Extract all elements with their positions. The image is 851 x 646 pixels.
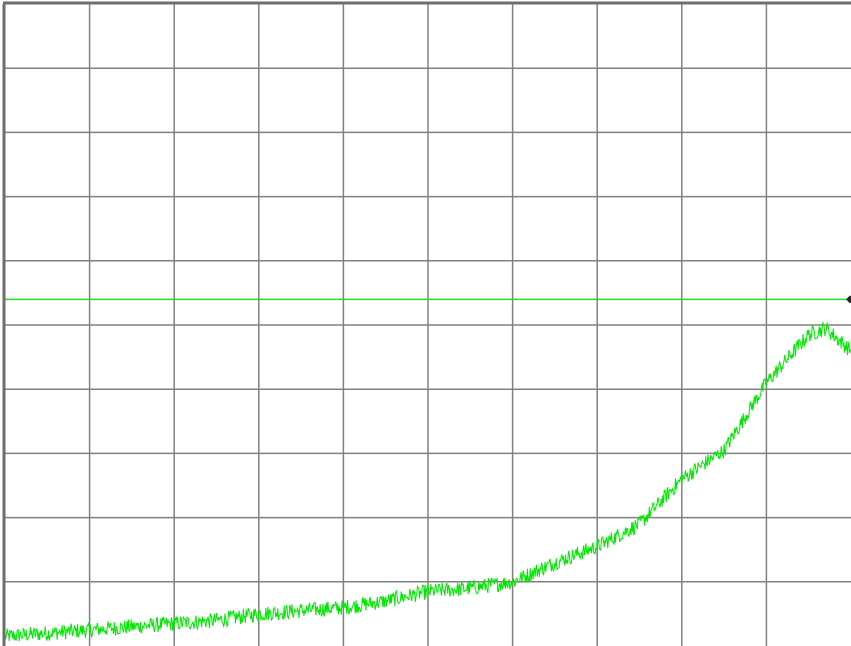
marker-layer [846, 295, 851, 304]
trace-line [4, 321, 851, 642]
trace-layer [4, 321, 851, 642]
grid [5, 4, 851, 646]
marker-diamond-icon [846, 295, 851, 304]
